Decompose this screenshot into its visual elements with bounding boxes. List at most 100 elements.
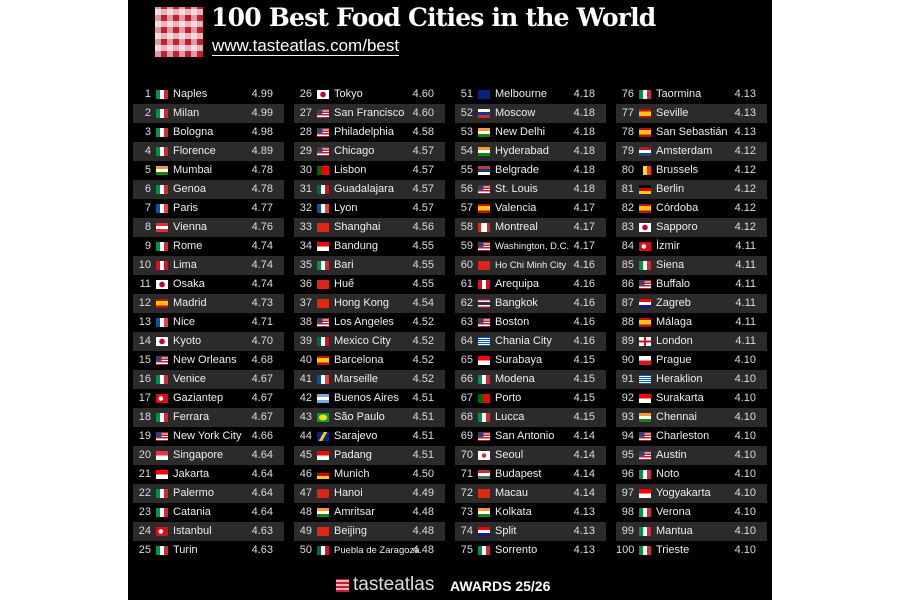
city-name: Seville <box>656 107 689 119</box>
city-score: 4.71 <box>251 316 273 328</box>
city-score: 4.14 <box>573 468 595 480</box>
rank-number: 34 <box>299 240 312 252</box>
flag-it-icon <box>156 147 168 156</box>
ranking-row: 62 Bangkok 4.16 <box>455 294 606 313</box>
rank-number: 13 <box>138 316 151 328</box>
rank-number: 25 <box>138 544 151 556</box>
city-score: 4.58 <box>412 126 434 138</box>
ranking-column-3: 51 Melbourne 4.18 52 Moscow 4.18 53 New Delhi 4.… <box>455 85 606 560</box>
city-score: 4.12 <box>734 145 756 157</box>
rank-number: 51 <box>460 88 473 100</box>
ranking-row: 63 Boston 4.16 <box>455 313 606 332</box>
city-name: New Delhi <box>495 126 546 138</box>
ranking-row: 66 Modena 4.15 <box>455 370 606 389</box>
ranking-row: 18 Ferrara 4.67 <box>133 408 284 427</box>
city-name: Chania City <box>495 335 552 347</box>
city-score: 4.17 <box>573 240 595 252</box>
city-score: 4.66 <box>251 430 273 442</box>
flag-tr-icon <box>156 394 168 403</box>
city-score: 4.52 <box>412 354 434 366</box>
city-score: 4.51 <box>412 449 434 461</box>
flag-kr-icon <box>478 451 490 460</box>
city-score: 4.12 <box>734 221 756 233</box>
flag-us-icon <box>478 242 490 251</box>
city-score: 4.89 <box>251 145 273 157</box>
flag-sg-icon <box>156 451 168 460</box>
ranking-row: 44 Sarajevo 4.51 <box>294 427 445 446</box>
city-name: Prague <box>656 354 692 366</box>
ranking-row: 56 St. Louis 4.18 <box>455 180 606 199</box>
city-score: 4.57 <box>412 183 434 195</box>
rank-number: 10 <box>138 259 151 271</box>
city-score: 4.63 <box>251 525 273 537</box>
flag-gb-eng-icon <box>639 337 651 346</box>
ranking-row: 21 Jakarta 4.64 <box>133 465 284 484</box>
rank-number: 19 <box>138 430 151 442</box>
city-score: 4.55 <box>412 259 434 271</box>
rank-number: 5 <box>144 164 151 176</box>
flag-it-icon <box>156 242 168 251</box>
rank-number: 45 <box>299 449 312 461</box>
ranking-column-2: 26 Tokyo 4.60 27 San Francisco 4.60 28 Philadel… <box>294 85 445 560</box>
ranking-row: 5 Mumbai 4.78 <box>133 161 284 180</box>
city-score: 4.99 <box>251 107 273 119</box>
ranking-row: 14 Kyoto 4.70 <box>133 332 284 351</box>
ranking-row: 42 Buenos Aires 4.51 <box>294 389 445 408</box>
ranking-row: 51 Melbourne 4.18 <box>455 85 606 104</box>
rank-number: 42 <box>299 392 312 404</box>
ranking-row: 99 Mantua 4.10 <box>616 522 767 541</box>
flag-in-icon <box>156 166 168 175</box>
ranking-row: 85 Siena 4.11 <box>616 256 767 275</box>
flag-es-icon <box>317 356 329 365</box>
city-score: 4.12 <box>734 202 756 214</box>
rank-number: 3 <box>144 126 151 138</box>
ranking-row: 92 Surakarta 4.10 <box>616 389 767 408</box>
ranking-row: 78 San Sebastián 4.13 <box>616 123 767 142</box>
ranking-row: 7 Paris 4.77 <box>133 199 284 218</box>
flag-es-icon <box>639 318 651 327</box>
ranking-row: 23 Catania 4.64 <box>133 503 284 522</box>
website-link[interactable]: www.tasteatlas.com/best <box>212 36 400 56</box>
city-name: Boston <box>495 316 530 328</box>
flag-it-icon <box>639 546 651 555</box>
ranking-row: 22 Palermo 4.64 <box>133 484 284 503</box>
flag-es-icon <box>478 204 490 213</box>
city-score: 4.64 <box>251 449 273 461</box>
city-name: Hanoi <box>334 487 363 499</box>
ranking-row: 68 Lucca 4.15 <box>455 408 606 427</box>
flag-cn-icon <box>317 299 329 308</box>
rank-number: 37 <box>299 297 312 309</box>
city-name: Montreal <box>495 221 538 233</box>
flag-us-icon <box>639 451 651 460</box>
city-name: San Francisco <box>334 107 405 119</box>
city-score: 4.15 <box>573 411 595 423</box>
rank-number: 30 <box>299 164 312 176</box>
ranking-row: 35 Bari 4.55 <box>294 256 445 275</box>
rank-number: 36 <box>299 278 312 290</box>
ranking-row: 45 Padang 4.51 <box>294 446 445 465</box>
city-name: Nice <box>173 316 196 328</box>
city-name: Turin <box>173 544 198 556</box>
city-score: 4.57 <box>412 164 434 176</box>
ranking-row: 93 Chennai 4.10 <box>616 408 767 427</box>
flag-id-icon <box>317 451 329 460</box>
rank-number: 26 <box>299 88 312 100</box>
city-score: 4.52 <box>412 373 434 385</box>
rank-number: 80 <box>621 164 634 176</box>
city-name: İzmir <box>656 240 680 252</box>
city-score: 4.13 <box>573 506 595 518</box>
city-score: 4.10 <box>734 411 756 423</box>
city-name: Macau <box>495 487 529 499</box>
city-name: Porto <box>495 392 522 404</box>
city-name: Padang <box>334 449 372 461</box>
ranking-row: 41 Marseille 4.52 <box>294 370 445 389</box>
flag-us-icon <box>156 432 168 441</box>
city-score: 4.68 <box>251 354 273 366</box>
city-score: 4.55 <box>412 240 434 252</box>
city-name: Genoa <box>173 183 207 195</box>
flag-in-icon <box>478 128 490 137</box>
city-score: 4.14 <box>573 487 595 499</box>
ranking-row: 27 San Francisco 4.60 <box>294 104 445 123</box>
rank-number: 59 <box>460 240 473 252</box>
ranking-row: 75 Sorrento 4.13 <box>455 541 606 560</box>
